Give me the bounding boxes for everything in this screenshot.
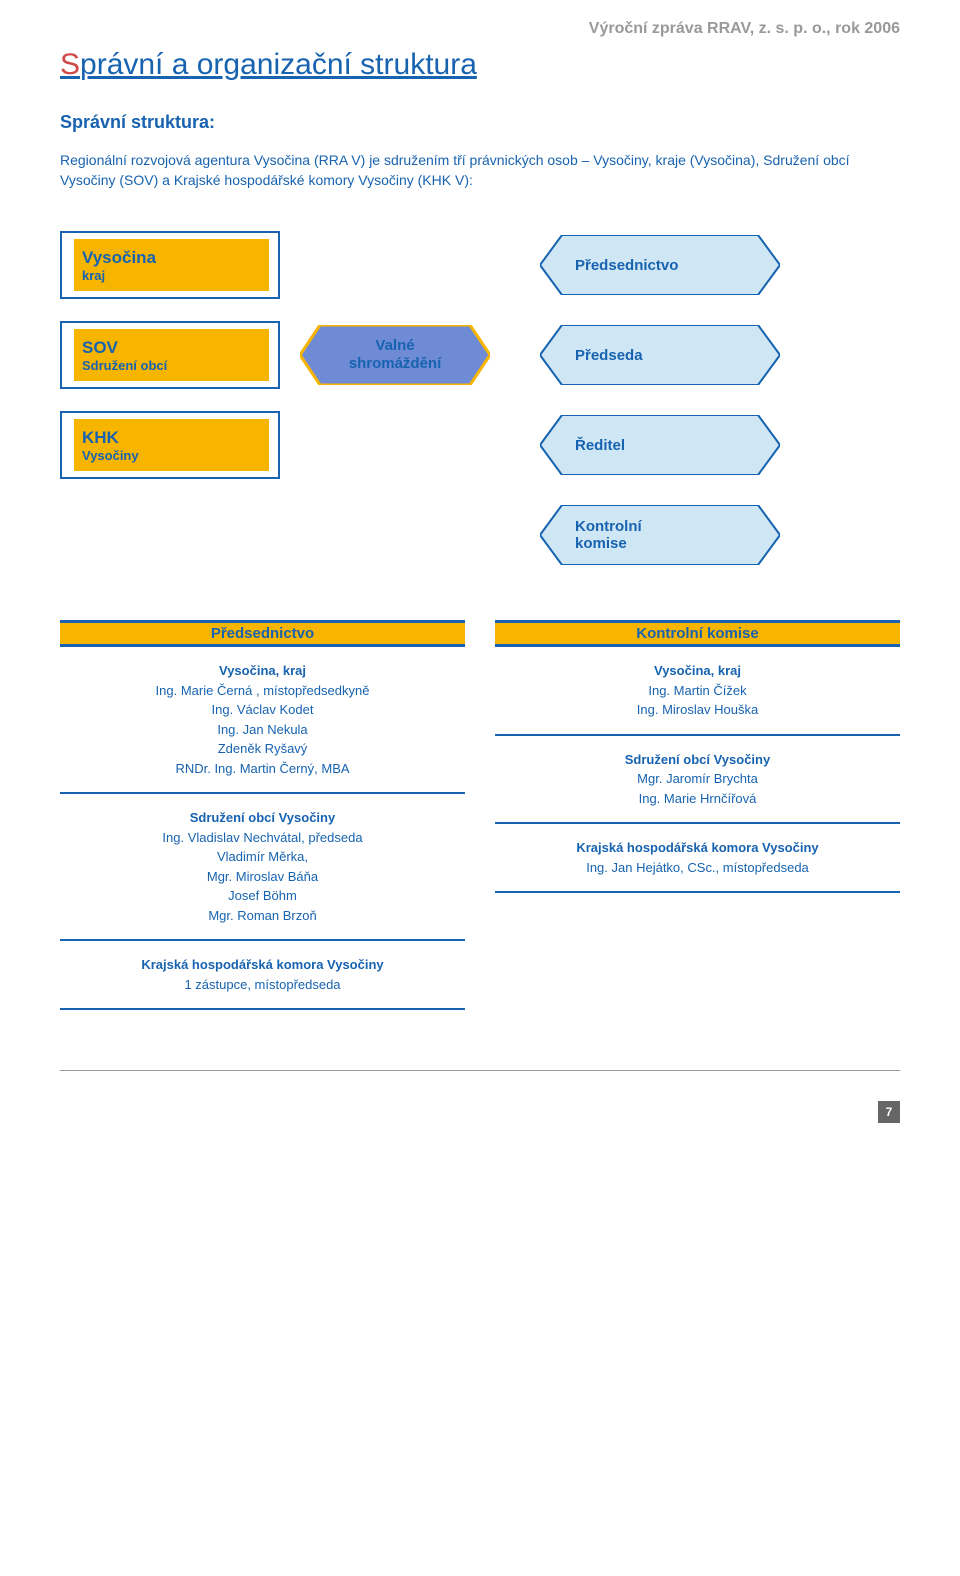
right-cell-1: Sdružení obcí VysočinyMgr. Jaromír Brych… (495, 736, 900, 825)
page-number: 7 (878, 1101, 900, 1123)
right-header: Kontrolní komise (495, 620, 900, 647)
arrow-kontrolni: Kontrolní komise (540, 505, 780, 565)
left-box-sov: SOV Sdružení obcí (60, 321, 280, 389)
page-title: Správní a organizační struktura (60, 48, 900, 82)
lb3-line1: KHK (82, 428, 269, 448)
lb1-line1: Vysočina (82, 248, 269, 268)
footer-rule (60, 1070, 900, 1071)
page-footer: 7 (60, 1101, 900, 1123)
arrow-valne-label: Valné shromáždění (349, 337, 442, 373)
arrow-label-2: Předseda (540, 347, 643, 364)
lb2-line1: SOV (82, 338, 269, 358)
diagram-row-2: SOV Sdružení obcí Valné shromáždění Před… (60, 320, 900, 390)
arrow-predsednictvo: Předsednictvo (540, 235, 780, 295)
left-cell-2: Krajská hospodářská komora Vysočiny1 zás… (60, 941, 465, 1010)
left-box-vysocina: Vysočina kraj (60, 231, 280, 299)
report-header: Výroční zpráva RRAV, z. s. p. o., rok 20… (60, 20, 900, 38)
left-inner-sov: SOV Sdružení obcí (74, 329, 269, 381)
arrow-label-4: Kontrolní komise (540, 518, 642, 552)
title-rest: právní a organizační struktura (80, 48, 477, 81)
lb1-line2: kraj (82, 268, 269, 283)
arrow-reditel: Ředitel (540, 415, 780, 475)
right-cell-2: Krajská hospodářská komora VysočinyIng. … (495, 824, 900, 893)
table-left-column: Předsednictvo Vysočina, krajIng. Marie Č… (60, 620, 465, 1010)
left-cell-1: Sdružení obcí VysočinyIng. Vladislav Nec… (60, 794, 465, 941)
diagram-row-1: Vysočina kraj Předsednictvo (60, 230, 900, 300)
right-cell-0: Vysočina, krajIng. Martin ČížekIng. Miro… (495, 647, 900, 736)
members-table: Předsednictvo Vysočina, krajIng. Marie Č… (60, 620, 900, 1010)
diagram-row-3: KHK Vysočiny Ředitel (60, 410, 900, 480)
title-first-letter: S (60, 48, 80, 81)
left-cell-0: Vysočina, krajIng. Marie Černá , místopř… (60, 647, 465, 794)
intro-paragraph: Regionální rozvojová agentura Vysočina (… (60, 151, 900, 190)
left-inner-vysocina: Vysočina kraj (74, 239, 269, 291)
lb2-line2: Sdružení obcí (82, 358, 269, 373)
diagram-row-4: Kontrolní komise (60, 500, 900, 570)
arrow-label-3: Ředitel (540, 437, 625, 454)
arrow-valne: Valné shromáždění (300, 325, 490, 385)
arrow-predseda: Předseda (540, 325, 780, 385)
lb3-line2: Vysočiny (82, 448, 269, 463)
left-header: Předsednictvo (60, 620, 465, 647)
left-box-khk: KHK Vysočiny (60, 411, 280, 479)
org-diagram: Vysočina kraj Předsednictvo SOV Sdružení… (60, 230, 900, 570)
center-col-valne: Valné shromáždění (300, 325, 500, 385)
table-right-column: Kontrolní komise Vysočina, krajIng. Mart… (495, 620, 900, 1010)
section-subtitle: Správní struktura: (60, 112, 900, 133)
left-inner-khk: KHK Vysočiny (74, 419, 269, 471)
arrow-label-1: Předsednictvo (540, 257, 678, 274)
